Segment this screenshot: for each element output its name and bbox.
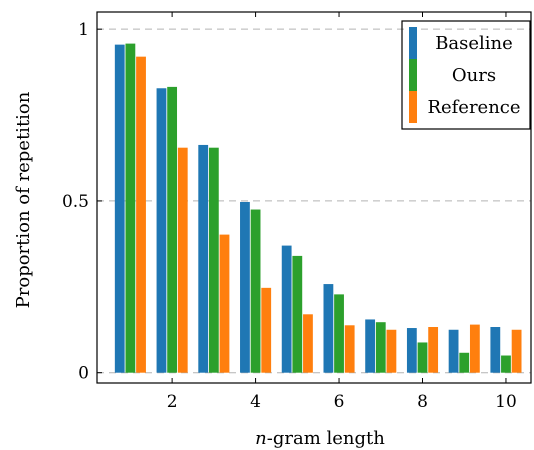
plot-frame <box>96 11 532 384</box>
bar <box>198 144 209 373</box>
axis-ticks: 0 0.5 1 2 4 6 8 10 <box>62 12 517 412</box>
bar <box>334 294 344 373</box>
bar <box>406 328 417 373</box>
bar <box>292 255 303 373</box>
y-tick-label: 1 <box>78 20 89 40</box>
bar <box>323 284 334 373</box>
legend-box <box>401 20 531 130</box>
legend-swatch <box>409 27 417 59</box>
bar <box>208 147 219 373</box>
legend-swatch <box>409 91 417 123</box>
bar <box>469 324 480 373</box>
bar <box>177 147 188 373</box>
bar <box>448 329 459 373</box>
bar <box>167 86 178 373</box>
bar <box>250 209 261 373</box>
x-tick-label: 10 <box>495 392 517 412</box>
bar <box>511 329 522 373</box>
bar <box>386 329 397 373</box>
legend-swatch <box>409 59 417 91</box>
bar <box>219 234 230 373</box>
bar <box>114 44 125 373</box>
y-axis-title: Proportion of repetition <box>13 91 34 308</box>
legend-items: Baseline Ours Reference <box>409 27 521 123</box>
bar <box>125 43 136 373</box>
series-baseline <box>114 44 501 373</box>
series-ours <box>125 43 511 373</box>
bar <box>459 352 470 373</box>
y-tick-label: 0.5 <box>62 192 89 212</box>
x-axis-title-variable: n <box>255 428 267 449</box>
series-reference <box>136 56 522 373</box>
bar <box>303 314 313 373</box>
x-axis-title-text: -gram length <box>267 428 385 449</box>
x-tick-label: 6 <box>334 392 345 412</box>
legend: Baseline Ours Reference <box>401 20 531 130</box>
legend-entry: Baseline <box>409 27 513 59</box>
legend-entry: Reference <box>409 91 521 123</box>
bar <box>344 325 355 373</box>
y-tick-label: 0 <box>78 364 89 384</box>
bar <box>261 287 272 373</box>
bar <box>417 342 428 373</box>
legend-label: Reference <box>427 97 520 118</box>
x-axis-title: n-gram length <box>255 428 385 449</box>
legend-label: Baseline <box>435 33 513 54</box>
x-tick-label: 2 <box>167 392 178 412</box>
bar <box>240 201 250 373</box>
bar <box>365 319 376 373</box>
bars <box>114 43 522 373</box>
bar <box>490 327 501 373</box>
bar <box>156 88 167 373</box>
bar <box>281 245 292 373</box>
bar <box>375 322 386 373</box>
legend-label: Ours <box>452 65 496 86</box>
bar <box>501 355 511 373</box>
x-tick-label: 8 <box>417 392 428 412</box>
x-tick-label: 4 <box>250 392 261 412</box>
bar <box>136 56 146 373</box>
legend-entry: Ours <box>409 59 496 91</box>
bar <box>428 327 439 373</box>
